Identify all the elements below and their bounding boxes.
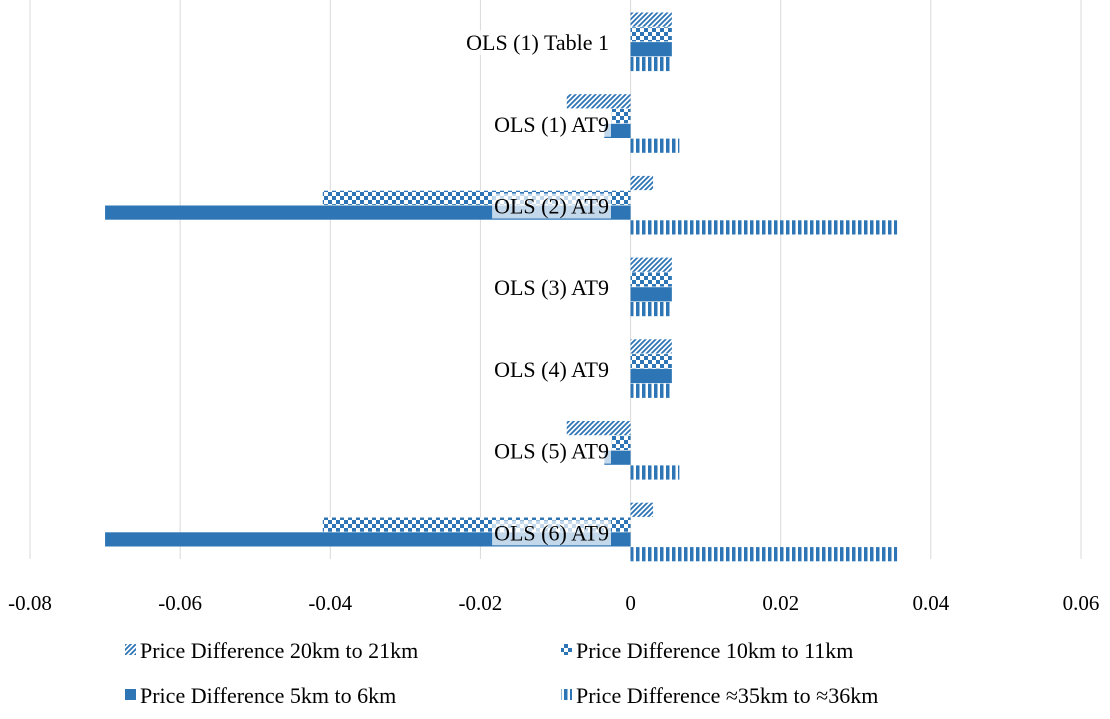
x-tick-label: -0.04 bbox=[308, 591, 352, 615]
legend-swatch-vertical-stripes bbox=[561, 689, 572, 700]
x-tick-label: 0.02 bbox=[762, 591, 799, 615]
bar-ols-3-at9-price-difference-approx-35km-to-36km bbox=[630, 302, 672, 317]
bar-ols-3-at9-price-difference-5km-to-6km bbox=[630, 287, 672, 302]
legend-label: Price Difference 5km to 6km bbox=[140, 683, 396, 708]
category-label: OLS (1) AT9 bbox=[494, 112, 609, 137]
bar-ols-4-at9-price-difference-5km-to-6km bbox=[630, 368, 672, 384]
bar-ols-2-at9-price-difference-approx-35km-to-36km bbox=[630, 220, 898, 235]
bar-ols-6-at9-price-difference-20km-to-21km bbox=[630, 502, 654, 517]
bar-ols-4-at9-price-difference-approx-35km-to-36km bbox=[630, 383, 672, 398]
x-tick-label: -0.06 bbox=[158, 591, 202, 615]
category-label: OLS (3) AT9 bbox=[494, 275, 609, 300]
bar-ols-5-at9-price-difference-10km-to-11km bbox=[611, 435, 631, 450]
bar-ols-1-table-1-price-difference-approx-35km-to-36km bbox=[630, 56, 672, 72]
bar-ols-6-at9-price-difference-approx-35km-to-36km bbox=[630, 547, 898, 562]
bar-ols-5-at9-price-difference-approx-35km-to-36km bbox=[630, 465, 680, 480]
bar-ols-3-at9-price-difference-20km-to-21km bbox=[630, 257, 672, 272]
legend: Price Difference 20km to 21km Price Diffe… bbox=[125, 638, 878, 708]
x-axis-tick-labels: -0.08 -0.06 -0.04 -0.02 0 0.02 0.04 0.06 bbox=[8, 591, 1099, 615]
legend-swatch-diagonal-stripes bbox=[125, 644, 136, 655]
category-label-background bbox=[464, 30, 611, 56]
bar-ols-1-table-1-price-difference-10km-to-11km bbox=[630, 27, 672, 42]
category-label-background bbox=[492, 111, 611, 137]
bar-ols-1-table-1-price-difference-5km-to-6km bbox=[630, 42, 672, 57]
bar-ols-5-at9-price-difference-20km-to-21km bbox=[566, 421, 631, 436]
category-labels: OLS (1) Table 1 OLS (1) AT9 OLS (2) AT9 OLS… bbox=[464, 30, 611, 546]
bar-ols-1-at9-price-difference-10km-to-11km bbox=[611, 109, 631, 124]
category-label: OLS (6) AT9 bbox=[494, 520, 609, 545]
category-label: OLS (1) Table 1 bbox=[466, 30, 609, 55]
bar-ols-1-table-1-price-difference-20km-to-21km bbox=[630, 12, 672, 27]
category-label-background bbox=[492, 193, 611, 219]
category-label-background bbox=[492, 520, 611, 546]
x-tick-label: -0.08 bbox=[8, 591, 52, 615]
x-tick-label: 0 bbox=[625, 591, 636, 615]
category-label-background bbox=[492, 356, 611, 382]
bar-ols-3-at9-price-difference-10km-to-11km bbox=[630, 272, 672, 287]
category-label: OLS (4) AT9 bbox=[494, 357, 609, 382]
category-label-background bbox=[492, 275, 611, 301]
legend-label: Price Difference 20km to 21km bbox=[140, 638, 418, 663]
bar-ols-4-at9-price-difference-10km-to-11km bbox=[630, 354, 672, 369]
legend-swatch-checker bbox=[561, 644, 572, 655]
x-tick-label: 0.06 bbox=[1063, 591, 1100, 615]
category-label-background bbox=[492, 438, 611, 464]
bar-ols-4-at9-price-difference-20km-to-21km bbox=[630, 339, 672, 354]
x-tick-label: -0.02 bbox=[459, 591, 503, 615]
legend-swatch-solid bbox=[125, 689, 136, 700]
legend-label: Price Difference 10km to 11km bbox=[576, 638, 853, 663]
category-label: OLS (5) AT9 bbox=[494, 439, 609, 464]
legend-label: Price Difference ≈35km to ≈36km bbox=[576, 683, 878, 708]
bar-ols-1-at9-price-difference-20km-to-21km bbox=[566, 94, 631, 109]
x-tick-label: 0.04 bbox=[912, 591, 949, 615]
category-label: OLS (2) AT9 bbox=[494, 194, 609, 219]
bar-ols-1-at9-price-difference-approx-35km-to-36km bbox=[630, 138, 680, 153]
bar-ols-2-at9-price-difference-20km-to-21km bbox=[630, 175, 654, 191]
